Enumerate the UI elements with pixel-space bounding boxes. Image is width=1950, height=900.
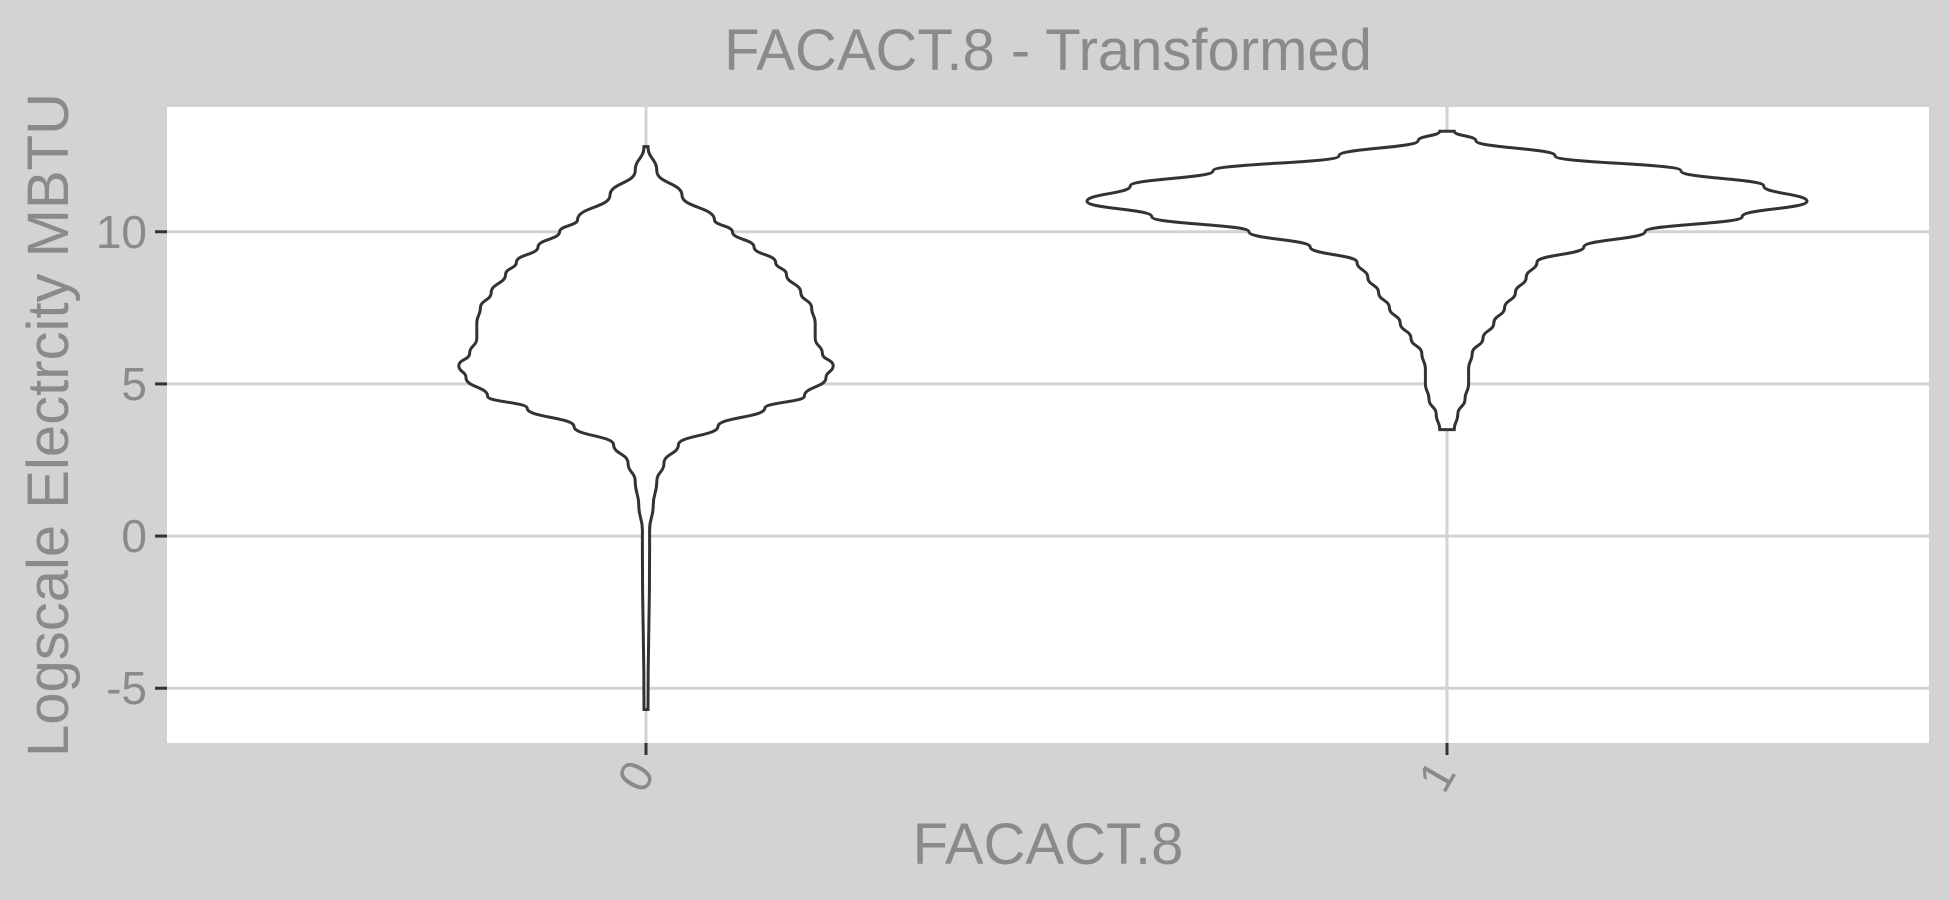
- x-axis-label: FACACT.8: [913, 812, 1184, 877]
- chart-title: FACACT.8 - Transformed: [724, 18, 1372, 83]
- y-tick-label: -5: [106, 662, 147, 714]
- y-tick-label: 5: [121, 358, 147, 410]
- y-axis-ticks: -5 0 5 10: [96, 206, 167, 714]
- violin-1: [1085, 129, 1809, 432]
- violin-0: [457, 145, 835, 711]
- y-tick-label: 0: [121, 510, 147, 562]
- y-tick-label: 10: [96, 206, 147, 258]
- y-axis-label: Logscale Electrcity MBTU: [16, 93, 81, 757]
- violins: [457, 129, 1809, 711]
